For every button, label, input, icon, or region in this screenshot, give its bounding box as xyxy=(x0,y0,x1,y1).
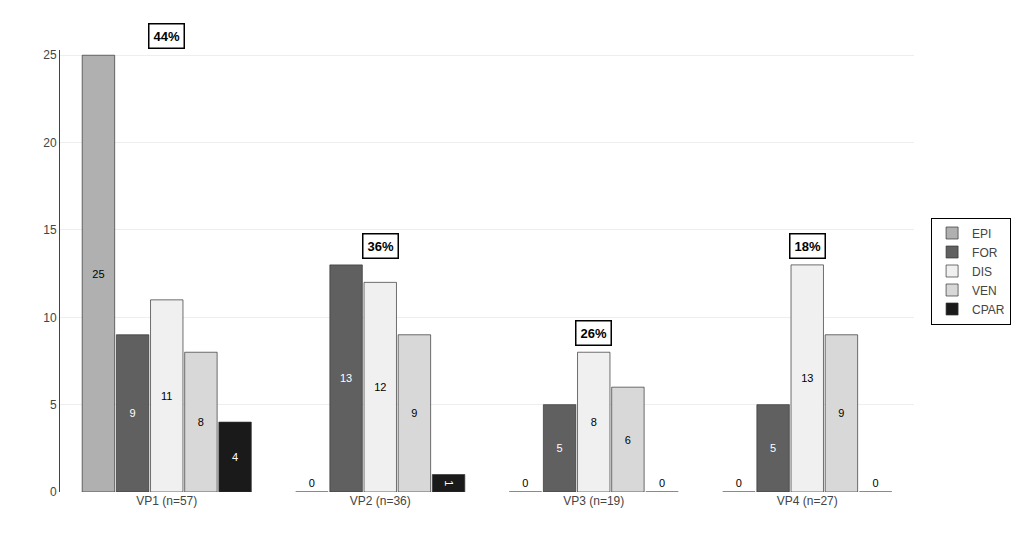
svg-text:10: 10 xyxy=(43,311,57,325)
svg-text:8: 8 xyxy=(198,416,204,428)
svg-text:0: 0 xyxy=(659,477,665,489)
svg-text:FOR: FOR xyxy=(972,246,998,260)
svg-text:25: 25 xyxy=(43,48,57,62)
svg-text:VP4 (n=27): VP4 (n=27) xyxy=(777,494,838,508)
svg-text:5: 5 xyxy=(557,442,563,454)
svg-text:12: 12 xyxy=(374,381,386,393)
svg-text:9: 9 xyxy=(838,407,844,419)
svg-text:0: 0 xyxy=(522,477,528,489)
svg-text:6: 6 xyxy=(625,434,631,446)
svg-text:13: 13 xyxy=(340,372,352,384)
svg-text:0: 0 xyxy=(736,477,742,489)
svg-text:VP1 (n=57): VP1 (n=57) xyxy=(136,494,197,508)
svg-text:DIS: DIS xyxy=(972,265,992,279)
svg-text:VP2 (n=36): VP2 (n=36) xyxy=(350,494,411,508)
svg-text:18%: 18% xyxy=(795,239,821,254)
svg-text:20: 20 xyxy=(43,136,57,150)
svg-text:CPAR: CPAR xyxy=(972,303,1005,317)
svg-text:9: 9 xyxy=(411,407,417,419)
svg-text:5: 5 xyxy=(770,442,776,454)
svg-text:15: 15 xyxy=(43,223,57,237)
svg-text:1: 1 xyxy=(443,480,455,486)
svg-text:4: 4 xyxy=(232,451,238,463)
svg-text:0: 0 xyxy=(50,485,57,499)
svg-text:26%: 26% xyxy=(581,326,607,341)
svg-text:44%: 44% xyxy=(154,29,180,44)
svg-text:VEN: VEN xyxy=(972,284,997,298)
svg-text:0: 0 xyxy=(309,477,315,489)
svg-text:VP3 (n=19): VP3 (n=19) xyxy=(563,494,624,508)
svg-text:11: 11 xyxy=(161,390,172,402)
svg-text:13: 13 xyxy=(801,372,813,384)
svg-text:0: 0 xyxy=(873,477,879,489)
svg-text:5: 5 xyxy=(50,398,57,412)
svg-text:36%: 36% xyxy=(368,239,394,254)
svg-text:8: 8 xyxy=(591,416,597,428)
svg-text:EPI: EPI xyxy=(972,227,991,241)
svg-text:9: 9 xyxy=(130,407,136,419)
svg-text:25: 25 xyxy=(92,268,104,280)
